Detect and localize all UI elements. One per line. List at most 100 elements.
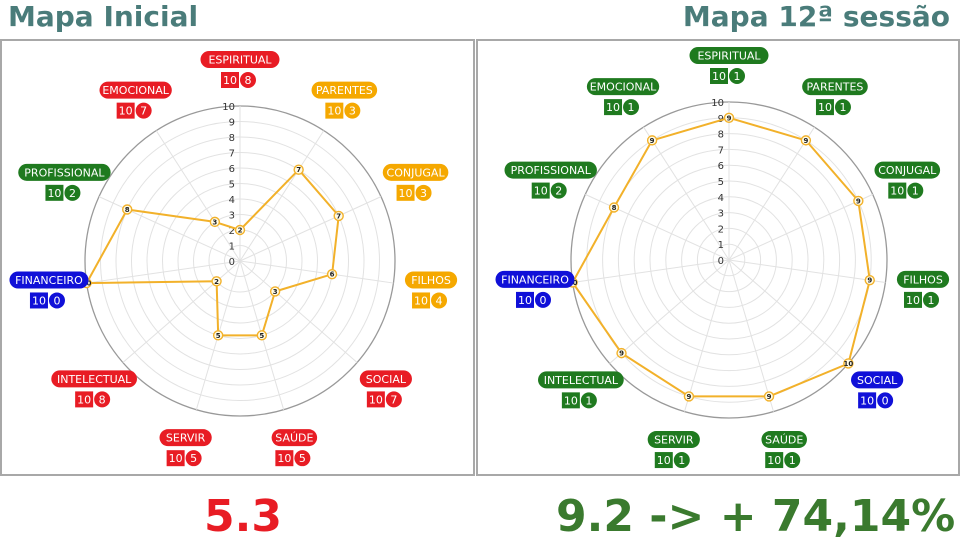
category-label: EMOCIONAL — [102, 84, 169, 97]
data-point-emocional — [209, 216, 221, 228]
data-point-parentes — [293, 164, 304, 175]
radial-tick-label: 7 — [229, 149, 235, 160]
badge-score-circle — [784, 452, 801, 469]
badge-max: 10 — [369, 393, 383, 406]
category-saude: SAÚDE 10 1 — [761, 431, 807, 469]
grid-spoke — [239, 196, 382, 262]
data-point-filhos — [326, 269, 338, 280]
badge-max-box — [604, 99, 623, 116]
radial-tick-label: 4 — [718, 193, 724, 204]
category-pill — [271, 429, 318, 447]
radial-tick-label: 2 — [718, 224, 724, 235]
badge-score-circle — [729, 68, 745, 84]
grid-spoke — [155, 130, 241, 262]
category-saude: SAÚDE 10 5 — [271, 429, 318, 467]
data-point-parentes — [800, 135, 812, 146]
badge-score-circle — [385, 391, 402, 408]
category-pill — [802, 78, 868, 96]
badge-max: 10 — [818, 101, 832, 114]
badge-score: 5 — [190, 452, 197, 465]
badge-max: 10 — [767, 454, 781, 467]
badge-score: 8 — [245, 74, 252, 87]
category-emocional: EMOCIONAL 10 1 — [586, 78, 660, 116]
badge-max-box — [815, 99, 834, 116]
category-pill — [159, 429, 212, 447]
data-label-espiritual: 2 — [238, 227, 243, 235]
badge-max: 10 — [223, 74, 237, 87]
category-label: SOCIAL — [366, 373, 407, 386]
badge-score-circle — [907, 182, 924, 199]
grid-spoke — [239, 260, 358, 363]
badge-score-circle — [877, 392, 894, 409]
badge-max: 10 — [399, 187, 413, 200]
badge-max: 10 — [712, 70, 726, 83]
badge-max-box — [325, 102, 344, 119]
radial-tick-label: 10 — [711, 98, 724, 109]
data-label-parentes: 7 — [296, 166, 301, 174]
data-point-saude — [256, 330, 268, 341]
category-social: SOCIAL 10 0 — [851, 371, 904, 409]
category-label: CONJUGAL — [878, 164, 937, 177]
grid-spoke — [728, 193, 873, 261]
badge-score: 1 — [928, 294, 935, 307]
radial-tick-label: 6 — [718, 161, 724, 172]
category-servir: SERVIR 10 5 — [159, 429, 212, 467]
badge-max: 10 — [534, 185, 548, 198]
badge-score: 8 — [99, 393, 106, 406]
data-label-intelectual: 9 — [619, 350, 624, 358]
category-pill — [689, 47, 769, 64]
grid-spoke — [728, 259, 774, 412]
category-intelectual: INTELECTUAL 10 8 — [51, 370, 137, 408]
category-pill — [538, 371, 624, 389]
category-pill — [51, 370, 137, 388]
badge-score-circle — [48, 292, 65, 309]
radial-tick-label: 1 — [718, 240, 724, 251]
badge-score-circle — [64, 184, 81, 201]
badge-score-circle — [431, 292, 448, 309]
badge-max: 10 — [47, 187, 61, 200]
grid-spoke — [728, 259, 849, 364]
category-label: PROFISSIONAL — [511, 164, 592, 177]
category-label: ESPIRITUAL — [697, 50, 761, 63]
badge-score: 2 — [555, 185, 562, 198]
badge-max-box — [396, 184, 415, 201]
badge-max-box — [166, 450, 185, 467]
badge-score-circle — [240, 72, 256, 88]
badge-max: 10 — [277, 452, 291, 465]
series-line — [571, 116, 871, 398]
data-label-social: 10 — [844, 360, 854, 368]
badge-score-circle — [923, 291, 940, 308]
badge-score-circle — [580, 392, 597, 409]
badge-max-box — [75, 391, 94, 408]
category-pill — [874, 161, 941, 179]
data-point-intelectual — [211, 276, 222, 287]
data-label-saude: 9 — [767, 393, 772, 401]
badge-max: 10 — [32, 294, 46, 307]
data-point-saude — [763, 391, 775, 402]
category-label: SERVIR — [654, 434, 694, 447]
category-pill — [9, 271, 89, 289]
category-pill — [504, 161, 597, 179]
badge-max-box — [904, 291, 923, 308]
radial-tick-label: 8 — [229, 133, 235, 144]
badge-max: 10 — [564, 394, 578, 407]
radar-chart-session-12: 0123456789109999109991089ESPIRITUAL101PA… — [495, 47, 950, 469]
category-pill — [647, 431, 700, 449]
radial-tick-label: 2 — [229, 226, 235, 237]
category-label: PARENTES — [316, 84, 373, 97]
data-label-emocional: 3 — [212, 218, 217, 226]
category-label: SAÚDE — [765, 434, 803, 447]
score-initial: 5.3 — [204, 491, 282, 542]
badge-max: 10 — [890, 185, 904, 198]
badge-score-circle — [294, 450, 311, 467]
category-pill — [311, 81, 378, 99]
badge-max: 10 — [657, 454, 671, 467]
category-label: SOCIAL — [857, 374, 898, 387]
badge-score-circle — [673, 452, 690, 469]
badge-score-circle — [94, 391, 111, 408]
data-label-conjugal: 7 — [336, 212, 341, 220]
badge-score: 7 — [390, 393, 397, 406]
category-filhos: FILHOS 10 1 — [896, 270, 950, 308]
category-pill — [495, 270, 575, 288]
radial-tick-label: 8 — [718, 130, 724, 141]
